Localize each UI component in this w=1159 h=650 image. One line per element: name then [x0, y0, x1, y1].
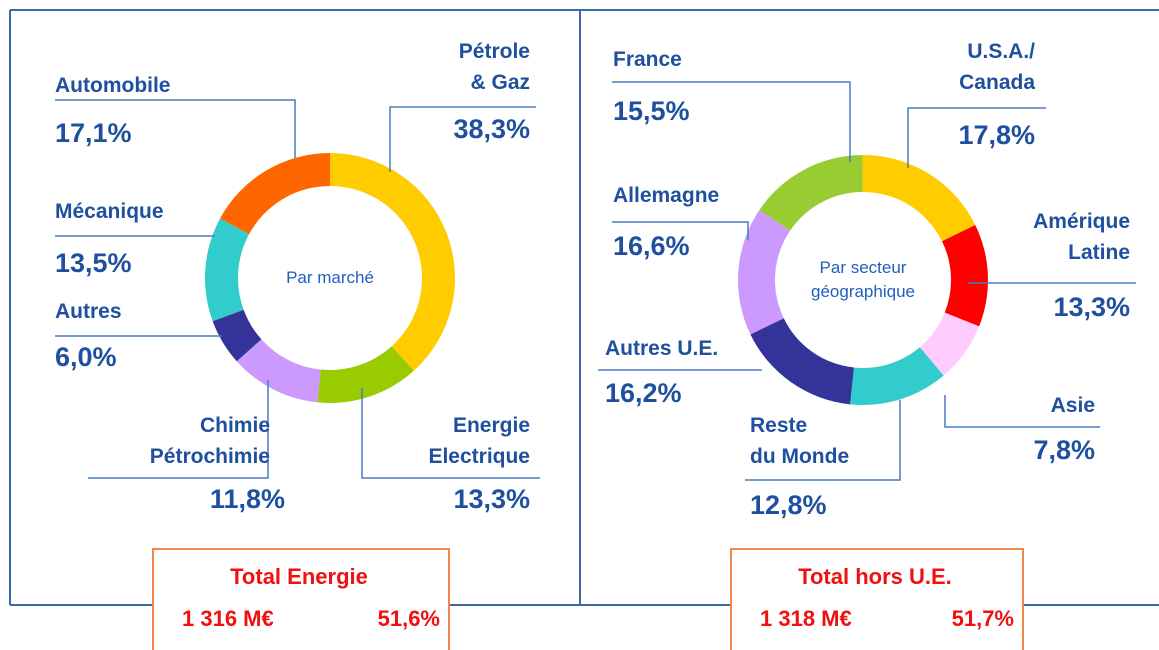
category-label: Asie: [1050, 394, 1095, 417]
donut-slice: [850, 347, 944, 406]
value-label: 7,8%: [1033, 435, 1095, 465]
donut-slice: [738, 210, 791, 335]
donut-slice: [220, 153, 330, 235]
value-label: 15,5%: [613, 96, 690, 126]
leader-line: [612, 221, 749, 240]
donut-slice: [759, 155, 863, 231]
value-label: 17,1%: [55, 118, 132, 148]
value-label: 13,3%: [453, 484, 530, 514]
value-label: 17,8%: [958, 120, 1035, 150]
value-label: 12,8%: [750, 490, 827, 520]
total-box: [152, 548, 450, 650]
value-label: 13,5%: [55, 248, 132, 278]
total-share: 51,7%: [951, 606, 1014, 631]
donut-slice: [750, 318, 854, 405]
category-label: Pétrole & Gaz: [458, 40, 530, 94]
category-label: Mécanique: [55, 200, 164, 223]
category-label: Chimie Pétrochimie: [149, 414, 270, 468]
donut-slice: [330, 153, 455, 371]
leader-line: [944, 395, 1100, 428]
category-label: Allemagne: [613, 184, 720, 207]
category-label: Autres U.E.: [605, 337, 719, 360]
center-label: Par marché: [286, 268, 374, 287]
leader-line: [55, 99, 296, 158]
category-label: Automobile: [55, 74, 171, 97]
leader-line: [361, 388, 540, 479]
total-title: Total hors U.E.: [798, 564, 952, 589]
donut-slice: [942, 224, 988, 327]
donut-slice: [205, 218, 250, 322]
category-label: Energie Electrique: [428, 414, 530, 468]
category-label: U.S.A./ Canada: [959, 40, 1035, 94]
donut-slice: [919, 312, 980, 376]
leader-line: [88, 380, 269, 479]
total-title: Total Energie: [230, 564, 368, 589]
total-box: [730, 548, 1024, 650]
total-share: 51,6%: [377, 606, 440, 631]
value-label: 38,3%: [453, 114, 530, 144]
donut-slice: [236, 339, 321, 403]
category-label: Autres: [55, 300, 122, 323]
total-amount: 1 316 M€: [182, 606, 274, 631]
total-amount: 1 318 M€: [760, 606, 852, 631]
category-label: Reste du Monde: [750, 414, 850, 468]
value-label: 6,0%: [55, 342, 117, 372]
donut-slice: [212, 309, 262, 362]
value-label: 16,6%: [613, 231, 690, 261]
donut-slice: [862, 155, 976, 242]
leader-line: [612, 81, 851, 162]
center-label: Par secteur géographique: [811, 258, 915, 301]
value-label: 11,8%: [209, 484, 285, 514]
category-label: France: [613, 48, 682, 71]
value-label: 16,2%: [605, 378, 682, 408]
leader-line: [389, 106, 536, 172]
leader-line: [745, 400, 901, 481]
donut-slice: [317, 346, 414, 403]
value-label: 13,3%: [1053, 292, 1130, 322]
category-label: Amérique Latine: [1033, 210, 1130, 264]
leader-line: [907, 107, 1046, 168]
